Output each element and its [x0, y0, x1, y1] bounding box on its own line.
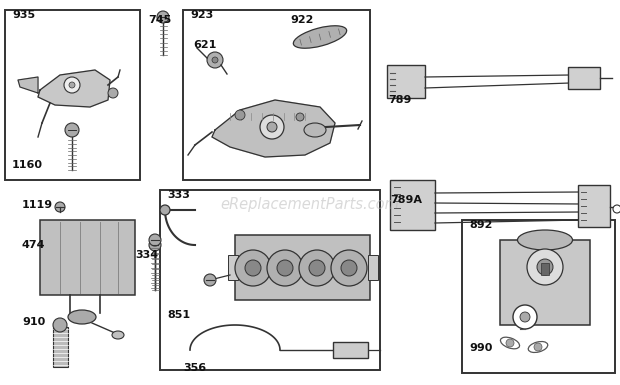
- Circle shape: [309, 260, 325, 276]
- Text: 1119: 1119: [22, 200, 53, 210]
- Bar: [568, 67, 600, 89]
- Bar: [228, 255, 238, 280]
- Circle shape: [235, 250, 271, 286]
- Circle shape: [277, 260, 293, 276]
- Bar: [462, 220, 615, 373]
- Bar: [368, 255, 378, 280]
- Text: 474: 474: [22, 240, 45, 250]
- Circle shape: [149, 234, 161, 246]
- Circle shape: [260, 115, 284, 139]
- Bar: [541, 263, 549, 275]
- Circle shape: [69, 82, 75, 88]
- Circle shape: [341, 260, 357, 276]
- Text: 334: 334: [135, 250, 158, 260]
- Ellipse shape: [500, 337, 520, 349]
- Polygon shape: [18, 77, 38, 93]
- Circle shape: [506, 339, 514, 347]
- Circle shape: [296, 113, 304, 121]
- Circle shape: [55, 202, 65, 212]
- Circle shape: [108, 88, 118, 98]
- Circle shape: [157, 11, 169, 23]
- Circle shape: [267, 250, 303, 286]
- Polygon shape: [212, 100, 335, 157]
- Bar: [160, 190, 380, 370]
- Circle shape: [53, 318, 67, 332]
- Bar: [390, 180, 435, 230]
- Text: 923: 923: [190, 10, 213, 20]
- Text: 745: 745: [148, 15, 171, 25]
- Text: 789: 789: [388, 95, 412, 105]
- Text: 922: 922: [290, 15, 313, 25]
- Circle shape: [64, 77, 80, 93]
- Text: 621: 621: [193, 40, 216, 50]
- Text: 789A: 789A: [390, 195, 422, 205]
- Circle shape: [65, 123, 79, 137]
- Ellipse shape: [528, 341, 547, 353]
- Text: 935: 935: [12, 10, 35, 20]
- Text: 892: 892: [469, 220, 492, 230]
- Text: eReplacementParts.com: eReplacementParts.com: [221, 197, 399, 211]
- Circle shape: [212, 57, 218, 63]
- Circle shape: [267, 122, 277, 132]
- Polygon shape: [38, 70, 110, 107]
- Circle shape: [160, 205, 170, 215]
- Ellipse shape: [112, 331, 124, 339]
- Text: 1160: 1160: [12, 160, 43, 170]
- Bar: [235, 235, 370, 300]
- Bar: [5, 10, 140, 180]
- Circle shape: [235, 110, 245, 120]
- Circle shape: [613, 205, 620, 213]
- Ellipse shape: [518, 230, 572, 250]
- Circle shape: [299, 250, 335, 286]
- Bar: [500, 240, 590, 325]
- Circle shape: [207, 52, 223, 68]
- Circle shape: [204, 274, 216, 286]
- Circle shape: [534, 343, 542, 351]
- Text: 356: 356: [183, 363, 206, 373]
- Text: 910: 910: [22, 317, 45, 327]
- Circle shape: [513, 305, 537, 329]
- Circle shape: [520, 312, 530, 322]
- Circle shape: [537, 259, 553, 275]
- Circle shape: [245, 260, 261, 276]
- Bar: [387, 65, 425, 98]
- Bar: [53, 327, 68, 367]
- Ellipse shape: [293, 26, 347, 48]
- Text: 851: 851: [167, 310, 190, 320]
- Circle shape: [149, 239, 161, 251]
- Bar: [183, 10, 370, 180]
- Circle shape: [527, 249, 563, 285]
- Circle shape: [331, 250, 367, 286]
- Ellipse shape: [304, 123, 326, 137]
- Text: 990: 990: [469, 343, 492, 353]
- Bar: [40, 220, 135, 295]
- Text: 333: 333: [167, 190, 190, 200]
- Bar: [578, 185, 610, 227]
- Ellipse shape: [68, 310, 96, 324]
- Bar: [333, 342, 368, 358]
